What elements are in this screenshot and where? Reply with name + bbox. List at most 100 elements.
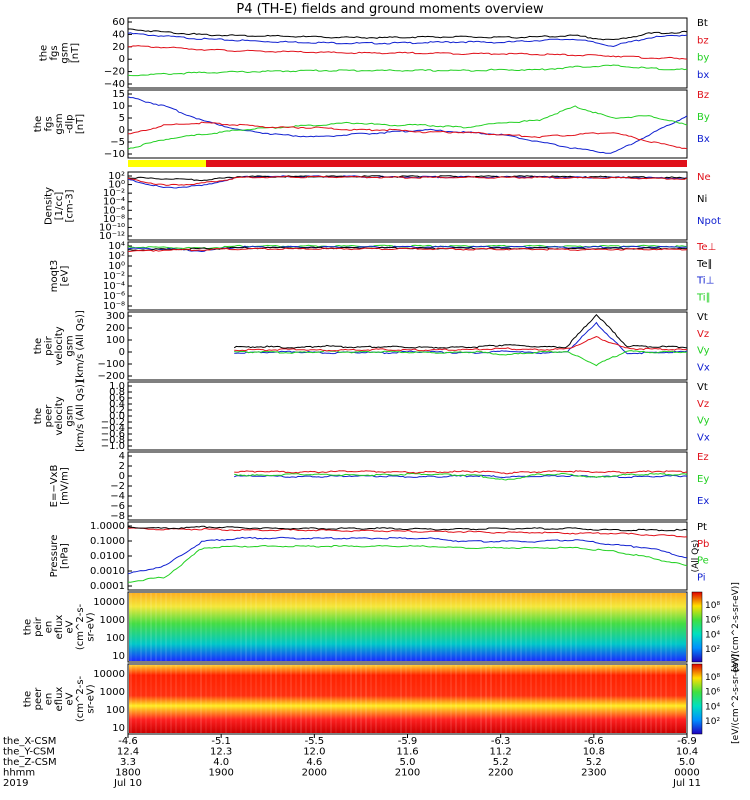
spectrogram-stripe bbox=[560, 665, 562, 733]
spectrogram-stripe bbox=[605, 593, 607, 661]
spectrogram-stripe bbox=[205, 665, 207, 733]
spectrogram-stripe bbox=[335, 593, 337, 661]
spectrogram-stripe bbox=[350, 593, 352, 661]
spectrogram-stripe bbox=[500, 665, 502, 733]
x-tick-label: -4.6 bbox=[118, 736, 138, 747]
y-axis-label: velocity bbox=[54, 326, 65, 365]
legend-entry: Bt bbox=[697, 18, 708, 29]
x-tick-label: -6.6 bbox=[584, 736, 604, 747]
colorbar bbox=[691, 591, 703, 663]
series-line-Te⊥ bbox=[127, 247, 688, 252]
x-tick-label: 12.0 bbox=[303, 747, 325, 758]
y-tick-label: 2 bbox=[119, 461, 125, 472]
spectrogram-stripe bbox=[300, 665, 302, 733]
spectrogram-stripe bbox=[625, 665, 627, 733]
spectrogram-stripe bbox=[285, 593, 287, 661]
spectrogram-stripe bbox=[560, 593, 562, 661]
spectrogram-stripe bbox=[165, 593, 167, 661]
spectrogram-stripe bbox=[280, 665, 282, 733]
y-axis-label: the bbox=[23, 619, 34, 635]
spectrogram-stripe bbox=[345, 593, 347, 661]
spectrogram-stripe bbox=[275, 593, 277, 661]
spectrogram-stripe bbox=[195, 593, 197, 661]
y-axis-label: the bbox=[38, 45, 49, 61]
x-tick-label: 5.0 bbox=[679, 757, 695, 768]
y-tick-label: 10 bbox=[112, 723, 125, 734]
spectrogram-stripe bbox=[540, 665, 542, 733]
spectrogram-stripe bbox=[175, 593, 177, 661]
spectrogram-stripe bbox=[320, 593, 322, 661]
spectrogram-stripe bbox=[190, 665, 192, 733]
y-tick-label: 10000 bbox=[93, 597, 125, 608]
spectrogram-stripe bbox=[425, 593, 427, 661]
y-tick-label: −0.6 bbox=[101, 429, 125, 440]
spectrogram-stripe bbox=[225, 665, 227, 733]
legend-entry: Te⊥ bbox=[696, 242, 716, 253]
y-tick-label: 10⁰ bbox=[108, 261, 125, 272]
spectrogram-stripe bbox=[370, 665, 372, 733]
y-axis-label: [km/s (All Qs)] bbox=[75, 310, 86, 382]
y-tick-label: 0.6 bbox=[109, 393, 125, 404]
x-tick-label: 2000 bbox=[302, 768, 327, 779]
spectrogram-stripe bbox=[565, 665, 567, 733]
x-tick-label: 1800 bbox=[115, 768, 140, 779]
spectrogram-stripe bbox=[475, 593, 477, 661]
spectrogram-stripe bbox=[530, 593, 532, 661]
axis-row-label: hhmm bbox=[3, 768, 35, 779]
spectrogram-stripe bbox=[590, 665, 592, 733]
spectrogram-stripe bbox=[505, 665, 507, 733]
series-line-Pb bbox=[127, 527, 688, 538]
y-tick-label: 200 bbox=[106, 323, 125, 334]
y-axis-label: the bbox=[23, 691, 34, 707]
x-tick-label: 11.2 bbox=[490, 747, 512, 758]
spectrogram-stripe bbox=[660, 593, 662, 661]
colorbar-tick: 10⁶ bbox=[705, 688, 720, 698]
axis-row-label: the_X-CSM bbox=[3, 736, 56, 747]
x-tick-label: 2100 bbox=[395, 768, 420, 779]
spectrogram-stripe bbox=[645, 665, 647, 733]
spectrogram-stripe bbox=[535, 593, 537, 661]
spectrogram-stripe bbox=[575, 665, 577, 733]
x-tick-label: 1900 bbox=[208, 768, 233, 779]
spectrogram-stripe bbox=[595, 665, 597, 733]
x-tick-label: 0000 bbox=[674, 768, 699, 779]
y-axis-label: E=−VxB bbox=[49, 465, 60, 508]
y-tick-label: 20 bbox=[112, 42, 125, 53]
spectrogram-stripe bbox=[550, 665, 552, 733]
legend-entry: Vy bbox=[697, 346, 710, 357]
y-tick-label: 10⁻² bbox=[103, 188, 125, 199]
spectrogram-stripe bbox=[450, 593, 452, 661]
y-tick-label: −0.2 bbox=[101, 417, 125, 428]
y-axis-label: (cm^2-s- bbox=[75, 675, 86, 722]
legend-entry: Vx bbox=[697, 432, 710, 443]
legend-entry: Bz bbox=[697, 90, 709, 101]
spectrogram-stripe bbox=[570, 593, 572, 661]
spectrogram-stripe bbox=[550, 593, 552, 661]
y-tick-label: −1.0 bbox=[101, 441, 125, 452]
spectrogram-stripe bbox=[200, 593, 202, 661]
panel-frame bbox=[127, 241, 688, 311]
spectrogram-stripe bbox=[355, 593, 357, 661]
y-tick-label: 5 bbox=[119, 113, 125, 124]
y-tick-label: 60 bbox=[112, 17, 125, 28]
x-tick-label: 10.8 bbox=[583, 747, 605, 758]
spectrogram-stripe bbox=[655, 593, 657, 661]
y-tick-label: 0.8 bbox=[109, 387, 125, 398]
spectrogram-stripe bbox=[330, 593, 332, 661]
spectrogram-stripe bbox=[305, 593, 307, 661]
series-line-by bbox=[127, 64, 688, 77]
y-tick-label: 15 bbox=[112, 89, 125, 100]
spectrogram-stripe bbox=[150, 593, 152, 661]
spectrogram-stripe bbox=[230, 593, 232, 661]
spectrogram-stripe bbox=[490, 593, 492, 661]
spectrogram-stripe bbox=[630, 665, 632, 733]
spectrogram-stripe bbox=[435, 665, 437, 733]
spectrogram-stripe bbox=[525, 593, 527, 661]
colorbar-tick: 10⁸ bbox=[705, 601, 720, 611]
y-tick-label: 100 bbox=[106, 335, 125, 346]
spectrogram-stripe bbox=[675, 665, 677, 733]
y-tick-label: 10⁻² bbox=[103, 271, 125, 282]
legend-entry: Ne bbox=[697, 172, 711, 183]
spectrogram-stripe bbox=[475, 665, 477, 733]
series-line-Vy bbox=[234, 349, 688, 367]
